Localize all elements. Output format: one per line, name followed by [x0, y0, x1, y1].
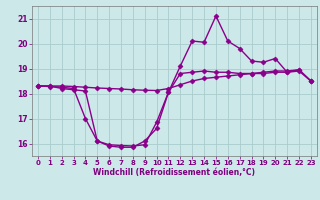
- X-axis label: Windchill (Refroidissement éolien,°C): Windchill (Refroidissement éolien,°C): [93, 168, 255, 177]
